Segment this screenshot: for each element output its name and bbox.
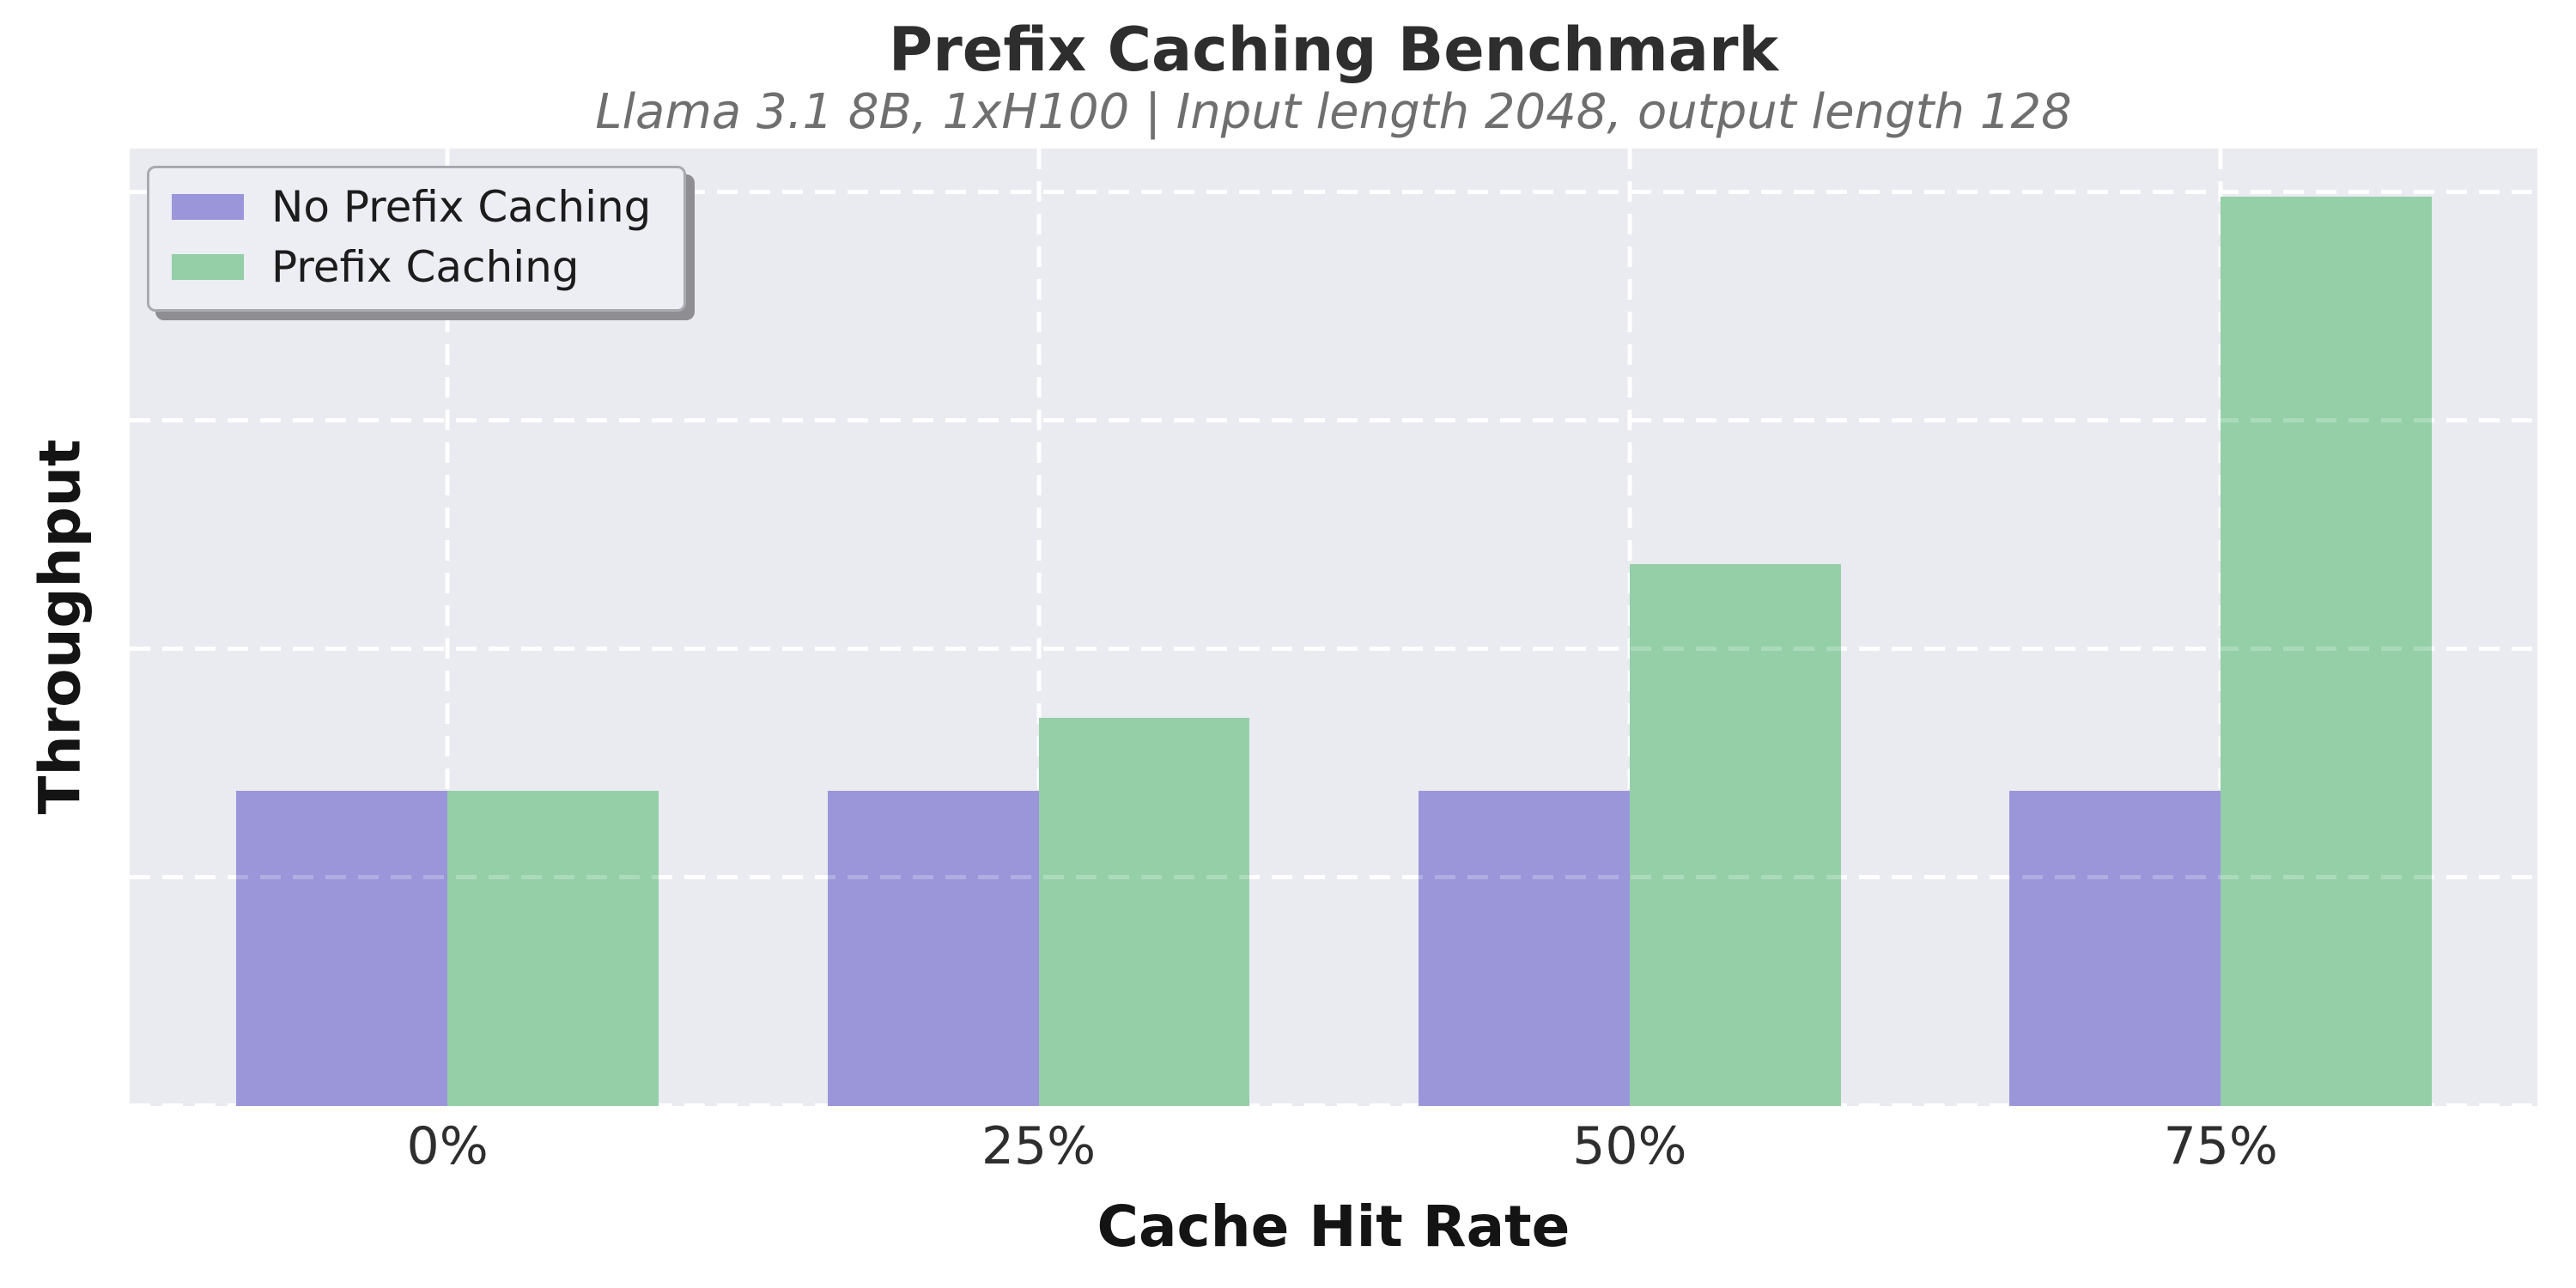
x-tick-label-0: 0% xyxy=(406,1116,489,1176)
horizontal-gridline-3 xyxy=(130,417,2537,422)
legend-item-no-prefix-caching: No Prefix Caching xyxy=(172,182,651,232)
bar-prefix-caching-0 xyxy=(447,790,659,1106)
x-tick-label-25: 25% xyxy=(981,1116,1097,1176)
bar-prefix-caching-25 xyxy=(1038,717,1250,1106)
legend-label-prefix-caching: Prefix Caching xyxy=(271,242,580,292)
bar-no-prefix-caching-25 xyxy=(827,790,1039,1106)
y-axis-label: Throughput xyxy=(27,439,94,815)
horizontal-gridline-overlay-4 xyxy=(130,189,2537,194)
x-tick-label-75: 75% xyxy=(2163,1116,2278,1176)
legend-swatch-prefix-caching xyxy=(172,254,244,280)
chart-title: Prefix Caching Benchmark xyxy=(888,15,1779,85)
horizontal-gridline-4 xyxy=(130,189,2537,194)
horizontal-gridline-1 xyxy=(130,874,2537,879)
vertical-gridline-0 xyxy=(445,149,450,1106)
legend-label-no-prefix-caching: No Prefix Caching xyxy=(271,182,652,232)
bar-prefix-caching-50 xyxy=(1629,564,1841,1106)
bar-no-prefix-caching-0 xyxy=(236,790,448,1106)
chart-subtitle: Llama 3.1 8B, 1xH100 | Input length 2048… xyxy=(595,84,2072,140)
horizontal-gridline-overlay-3 xyxy=(130,417,2537,422)
horizontal-gridline-0 xyxy=(130,1103,2537,1108)
horizontal-gridline-2 xyxy=(130,646,2537,651)
bar-no-prefix-caching-50 xyxy=(1418,790,1630,1106)
x-tick-label-50: 50% xyxy=(1572,1116,1687,1176)
horizontal-gridline-overlay-1 xyxy=(130,874,2537,879)
bar-prefix-caching-75 xyxy=(2221,196,2433,1106)
legend-item-prefix-caching: Prefix Caching xyxy=(172,242,651,292)
bar-no-prefix-caching-75 xyxy=(2009,790,2221,1106)
horizontal-gridline-overlay-2 xyxy=(130,646,2537,651)
plot-area: No Prefix Caching Prefix Caching xyxy=(130,149,2537,1108)
x-axis-label: Cache Hit Rate xyxy=(1097,1194,1571,1260)
x-axis-tick-labels: 0% 25% 50% 75% xyxy=(130,1116,2537,1185)
legend-swatch-no-prefix-caching xyxy=(172,194,244,220)
vertical-gridline-25 xyxy=(1036,149,1041,1106)
legend: No Prefix Caching Prefix Caching xyxy=(147,166,687,312)
